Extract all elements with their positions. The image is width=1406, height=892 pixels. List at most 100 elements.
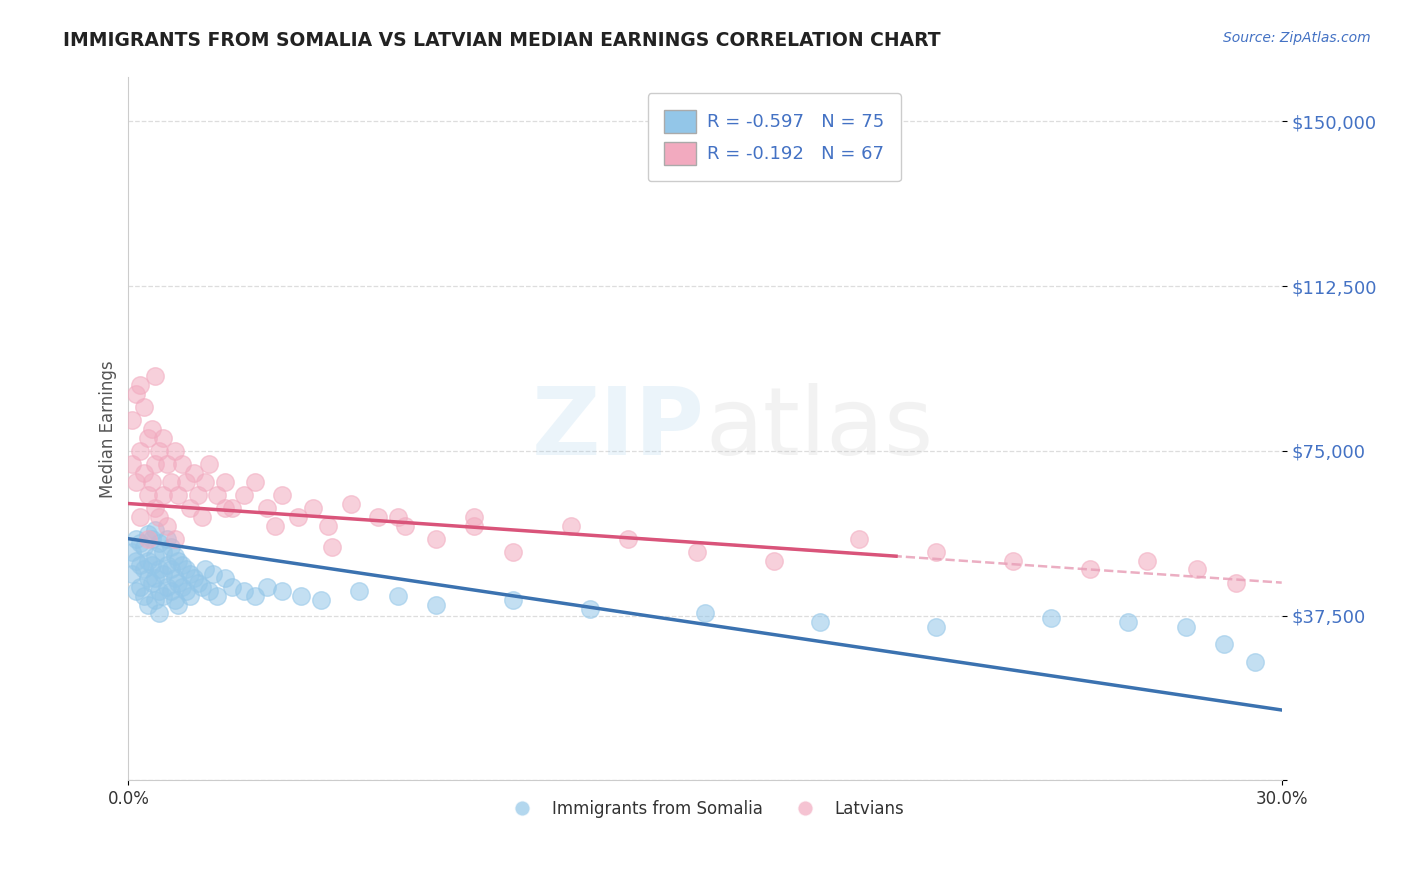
Point: [425, 532, 447, 546]
Point: [463, 509, 485, 524]
Point: [132, 400, 155, 414]
Point: [174, 475, 197, 489]
Point: [190, 580, 212, 594]
Point: [167, 598, 190, 612]
Point: [232, 488, 254, 502]
Point: [347, 584, 370, 599]
Point: [925, 619, 948, 633]
Point: [152, 488, 174, 502]
Point: [132, 466, 155, 480]
Point: [145, 549, 167, 564]
Point: [205, 589, 228, 603]
Point: [125, 532, 148, 546]
Point: [159, 584, 181, 599]
Point: [141, 422, 163, 436]
Point: [502, 593, 524, 607]
Point: [245, 589, 267, 603]
Point: [163, 571, 186, 585]
Text: Source: ZipAtlas.com: Source: ZipAtlas.com: [1223, 31, 1371, 45]
Point: [810, 615, 832, 629]
Point: [194, 475, 217, 489]
Point: [693, 607, 716, 621]
Point: [121, 545, 143, 559]
Point: [163, 532, 186, 546]
Point: [256, 500, 278, 515]
Point: [141, 575, 163, 590]
Point: [617, 532, 640, 546]
Point: [1078, 562, 1101, 576]
Point: [214, 475, 236, 489]
Point: [125, 554, 148, 568]
Point: [205, 488, 228, 502]
Point: [167, 575, 190, 590]
Point: [129, 536, 152, 550]
Point: [179, 566, 201, 581]
Point: [194, 562, 217, 576]
Point: [136, 554, 159, 568]
Point: [172, 558, 194, 572]
Point: [1174, 619, 1197, 633]
Point: [271, 584, 294, 599]
Point: [132, 589, 155, 603]
Point: [1185, 562, 1208, 576]
Point: [187, 575, 209, 590]
Point: [1116, 615, 1139, 629]
Point: [141, 558, 163, 572]
Point: [156, 532, 179, 546]
Point: [141, 532, 163, 546]
Point: [148, 443, 170, 458]
Point: [214, 500, 236, 515]
Point: [256, 580, 278, 594]
Point: [214, 571, 236, 585]
Point: [1213, 637, 1236, 651]
Point: [190, 509, 212, 524]
Point: [848, 532, 870, 546]
Point: [156, 558, 179, 572]
Point: [318, 518, 340, 533]
Text: IMMIGRANTS FROM SOMALIA VS LATVIAN MEDIAN EARNINGS CORRELATION CHART: IMMIGRANTS FROM SOMALIA VS LATVIAN MEDIA…: [63, 31, 941, 50]
Point: [148, 607, 170, 621]
Point: [129, 558, 152, 572]
Point: [686, 545, 709, 559]
Point: [179, 589, 201, 603]
Point: [129, 580, 152, 594]
Point: [145, 523, 167, 537]
Point: [148, 562, 170, 576]
Point: [174, 584, 197, 599]
Point: [156, 457, 179, 471]
Point: [136, 488, 159, 502]
Text: atlas: atlas: [704, 383, 934, 475]
Point: [136, 598, 159, 612]
Point: [202, 566, 225, 581]
Point: [125, 475, 148, 489]
Point: [340, 497, 363, 511]
Point: [290, 589, 312, 603]
Point: [394, 518, 416, 533]
Point: [159, 541, 181, 555]
Point: [152, 431, 174, 445]
Point: [245, 475, 267, 489]
Point: [125, 386, 148, 401]
Point: [148, 536, 170, 550]
Point: [425, 598, 447, 612]
Point: [321, 541, 343, 555]
Point: [121, 457, 143, 471]
Point: [163, 549, 186, 564]
Point: [136, 527, 159, 541]
Point: [302, 500, 325, 515]
Point: [387, 509, 409, 524]
Point: [152, 589, 174, 603]
Point: [367, 509, 389, 524]
Point: [163, 593, 186, 607]
Point: [167, 554, 190, 568]
Point: [271, 488, 294, 502]
Point: [221, 500, 243, 515]
Point: [309, 593, 332, 607]
Point: [179, 500, 201, 515]
Point: [221, 580, 243, 594]
Point: [198, 584, 221, 599]
Point: [129, 509, 152, 524]
Point: [152, 545, 174, 559]
Point: [145, 457, 167, 471]
Point: [287, 509, 309, 524]
